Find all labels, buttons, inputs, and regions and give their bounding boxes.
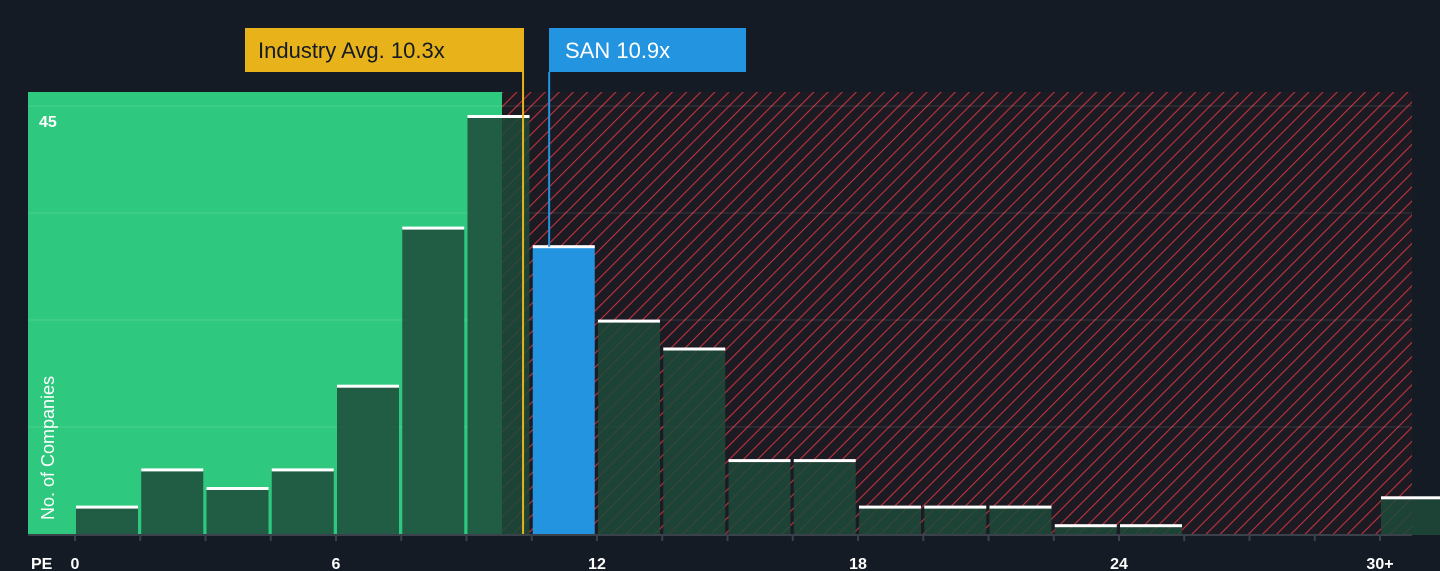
- histogram-bar-14: [989, 505, 1052, 535]
- histogram-bar-4: [337, 384, 399, 535]
- industry-average-callout: Industry Avg. 10.3x: [245, 28, 524, 72]
- x-tick-label-4: 24: [1110, 556, 1128, 571]
- bar-body: [924, 507, 987, 535]
- x-tick-label-1: 6: [332, 556, 341, 571]
- bar-cap: [859, 505, 921, 509]
- bar-body: [598, 321, 660, 535]
- bar-body: [728, 460, 791, 535]
- bar-body: [337, 386, 399, 535]
- bar-cap: [337, 384, 399, 388]
- company-callout-box: [549, 28, 746, 72]
- bar-cap: [206, 487, 269, 490]
- bar-cap: [663, 347, 726, 351]
- x-axis-ticks: 0 6 12 18 24 30+: [71, 535, 1394, 571]
- histogram-bar-8: [598, 319, 660, 535]
- y-max-label: 45: [39, 114, 57, 131]
- bar-body: [989, 507, 1052, 535]
- bar-cap: [989, 505, 1052, 509]
- histogram-bar-5: [402, 226, 465, 535]
- bar-body: [206, 488, 269, 535]
- bar-body: [76, 507, 138, 535]
- y-axis-label: No. of Companies: [38, 376, 58, 520]
- bar-cap: [793, 459, 856, 463]
- bar-cap: [402, 226, 465, 230]
- company-callout: SAN 10.9x: [549, 28, 746, 72]
- x-tick-label-2: 12: [588, 556, 606, 571]
- bar-body: [1120, 525, 1182, 535]
- industry-average-callout-box: [245, 28, 524, 72]
- company-label: SAN 10.9x: [565, 38, 670, 63]
- x-tick-label-0: 0: [71, 556, 80, 571]
- histogram-bar-10: [728, 459, 791, 535]
- bar-cap: [271, 468, 334, 472]
- bar-body: [271, 469, 334, 535]
- histogram-bar-16: [1120, 524, 1182, 535]
- bar-body: [402, 228, 465, 535]
- histogram-bar-20: [1381, 496, 1440, 535]
- bar-cap: [141, 468, 204, 472]
- industry-average-label: Industry Avg. 10.3x: [258, 38, 445, 63]
- bar-cap: [1381, 496, 1440, 500]
- bar-cap: [76, 505, 138, 509]
- histogram-bar-0: [76, 505, 138, 535]
- histogram-bar-12: [859, 505, 921, 535]
- bar-body: [663, 349, 726, 535]
- average-markers: [522, 72, 551, 535]
- bar-body: [1381, 497, 1440, 535]
- bar-cap: [532, 245, 595, 249]
- bar-cap: [728, 459, 791, 463]
- x-axis-label: PE: [31, 556, 53, 571]
- bar-cap: [924, 505, 987, 509]
- histogram-bar-7: [532, 245, 595, 535]
- histogram-bar-1: [141, 468, 204, 535]
- bar-cap: [1054, 524, 1117, 528]
- histogram-bar-3: [271, 468, 334, 535]
- histogram-bar-15: [1054, 524, 1117, 535]
- histogram-bar-9: [663, 347, 726, 535]
- histogram-bar-2: [206, 487, 269, 535]
- bars: [76, 115, 1440, 535]
- bar-cap: [1120, 524, 1182, 528]
- bar-cap: [598, 319, 660, 323]
- histogram-bar-11: [793, 459, 856, 535]
- bar-cap: [467, 115, 530, 118]
- x-tick-label-3: 18: [849, 556, 867, 571]
- bar-body: [1054, 525, 1117, 535]
- bar-body: [859, 507, 921, 535]
- bar-body: [793, 460, 856, 535]
- histogram-bar-13: [924, 505, 987, 535]
- company-bar: [532, 246, 595, 535]
- bar-body: [141, 469, 204, 535]
- x-tick-label-5: 30+: [1366, 556, 1393, 571]
- bar-body: [467, 116, 530, 535]
- histogram-bar-6: [467, 115, 530, 535]
